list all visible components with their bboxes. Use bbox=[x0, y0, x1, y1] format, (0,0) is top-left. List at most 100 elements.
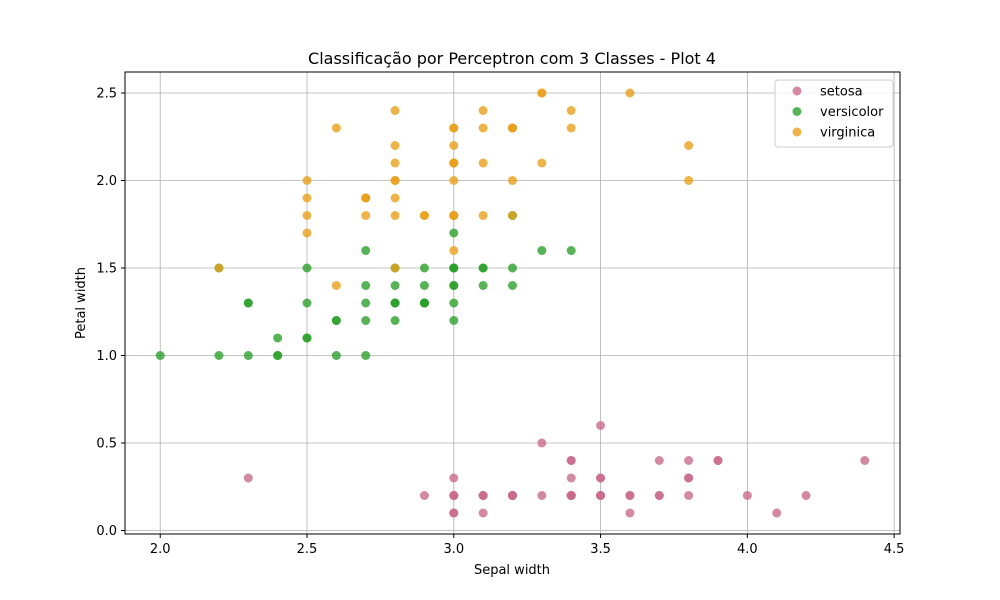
versicolor-point bbox=[478, 281, 488, 290]
virginica-point bbox=[478, 211, 488, 220]
setosa-point bbox=[449, 491, 459, 500]
virginica-point bbox=[478, 158, 488, 168]
legend-label-virginica: virginica bbox=[820, 126, 875, 141]
versicolor-point bbox=[361, 298, 371, 308]
versicolor-point bbox=[273, 333, 283, 343]
setosa-point bbox=[684, 473, 694, 483]
setosa-point bbox=[537, 438, 547, 448]
legend-marker-versicolor bbox=[792, 107, 802, 116]
virginica-point bbox=[449, 246, 459, 255]
setosa-point bbox=[742, 491, 752, 500]
versicolor-point bbox=[273, 351, 283, 360]
versicolor-point bbox=[214, 351, 224, 360]
virginica-point bbox=[361, 193, 371, 203]
x-tick-label: 2.5 bbox=[297, 542, 318, 557]
virginica-point bbox=[214, 263, 224, 273]
versicolor-point bbox=[419, 281, 429, 290]
setosa-point bbox=[243, 473, 253, 483]
setosa-point bbox=[684, 491, 694, 500]
y-tick-label: 0.5 bbox=[96, 437, 117, 452]
setosa-point bbox=[713, 456, 723, 465]
setosa-point bbox=[566, 456, 576, 465]
setosa-point bbox=[654, 456, 664, 465]
x-tick-label: 4.0 bbox=[737, 542, 758, 557]
setosa-point bbox=[684, 456, 694, 465]
virginica-point bbox=[566, 106, 576, 115]
virginica-point bbox=[508, 123, 517, 133]
legend-label-versicolor: versicolor bbox=[820, 105, 884, 120]
virginica-point bbox=[684, 176, 694, 185]
setosa-point bbox=[478, 508, 488, 518]
setosa-point bbox=[596, 473, 606, 483]
versicolor-point bbox=[302, 298, 312, 308]
virginica-point bbox=[331, 281, 341, 290]
versicolor-point bbox=[243, 298, 253, 308]
virginica-point bbox=[302, 176, 312, 185]
virginica-point bbox=[449, 158, 459, 168]
legend-marker-setosa bbox=[792, 86, 802, 96]
versicolor-point bbox=[449, 298, 459, 308]
x-tick-label: 4.5 bbox=[884, 542, 905, 557]
versicolor-point bbox=[449, 228, 459, 238]
versicolor-point bbox=[508, 263, 517, 273]
virginica-point bbox=[478, 106, 488, 115]
versicolor-point bbox=[390, 316, 400, 325]
legend: setosa versicolor virginica bbox=[774, 79, 894, 148]
setosa-point bbox=[508, 491, 517, 500]
virginica-point bbox=[566, 123, 576, 133]
virginica-point bbox=[302, 228, 312, 238]
data-points bbox=[155, 88, 870, 518]
virginica-point bbox=[390, 263, 400, 273]
virginica-point bbox=[390, 193, 400, 203]
x-tick-label: 3.0 bbox=[443, 542, 464, 557]
x-tick-label: 2.0 bbox=[150, 542, 171, 557]
virginica-point bbox=[331, 123, 341, 133]
versicolor-point bbox=[243, 351, 253, 360]
virginica-point bbox=[449, 176, 459, 185]
versicolor-point bbox=[566, 246, 576, 255]
y-tick-label: 2.0 bbox=[96, 174, 117, 189]
setosa-point bbox=[625, 508, 635, 518]
virginica-point bbox=[449, 211, 459, 220]
setosa-point bbox=[625, 491, 635, 500]
virginica-point bbox=[361, 211, 371, 220]
versicolor-point bbox=[478, 263, 488, 273]
versicolor-point bbox=[302, 333, 312, 343]
y-tick-label: 2.5 bbox=[96, 87, 117, 102]
setosa-point bbox=[537, 491, 547, 500]
setosa-point bbox=[449, 508, 459, 518]
virginica-point bbox=[508, 211, 517, 220]
setosa-point bbox=[772, 508, 782, 518]
versicolor-point bbox=[419, 298, 429, 308]
virginica-point bbox=[537, 88, 547, 98]
chart-title: Classificação por Perceptron com 3 Class… bbox=[308, 49, 716, 68]
setosa-point bbox=[801, 491, 811, 500]
virginica-point bbox=[390, 158, 400, 168]
virginica-point bbox=[537, 158, 547, 168]
versicolor-point bbox=[361, 246, 371, 255]
y-tick-label: 1.5 bbox=[96, 262, 117, 277]
versicolor-point bbox=[331, 316, 341, 325]
setosa-point bbox=[860, 456, 870, 465]
legend-marker-virginica bbox=[792, 127, 802, 137]
virginica-point bbox=[449, 123, 459, 133]
versicolor-point bbox=[302, 263, 312, 273]
setosa-point bbox=[596, 421, 606, 430]
y-tick-label: 1.0 bbox=[96, 349, 117, 364]
y-tick-label: 0.0 bbox=[96, 524, 117, 539]
setosa-point bbox=[654, 491, 664, 500]
versicolor-point bbox=[361, 351, 371, 360]
virginica-point bbox=[419, 211, 429, 220]
setosa-point bbox=[596, 491, 606, 500]
versicolor-point bbox=[419, 263, 429, 273]
virginica-point bbox=[390, 211, 400, 220]
plot-area-frame bbox=[124, 71, 901, 535]
virginica-point bbox=[508, 176, 517, 185]
setosa-point bbox=[566, 491, 576, 500]
virginica-point bbox=[449, 141, 459, 150]
setosa-point bbox=[478, 491, 488, 500]
versicolor-point bbox=[361, 281, 371, 290]
legend-label-setosa: setosa bbox=[820, 85, 863, 100]
versicolor-point bbox=[449, 316, 459, 325]
versicolor-point bbox=[390, 281, 400, 290]
